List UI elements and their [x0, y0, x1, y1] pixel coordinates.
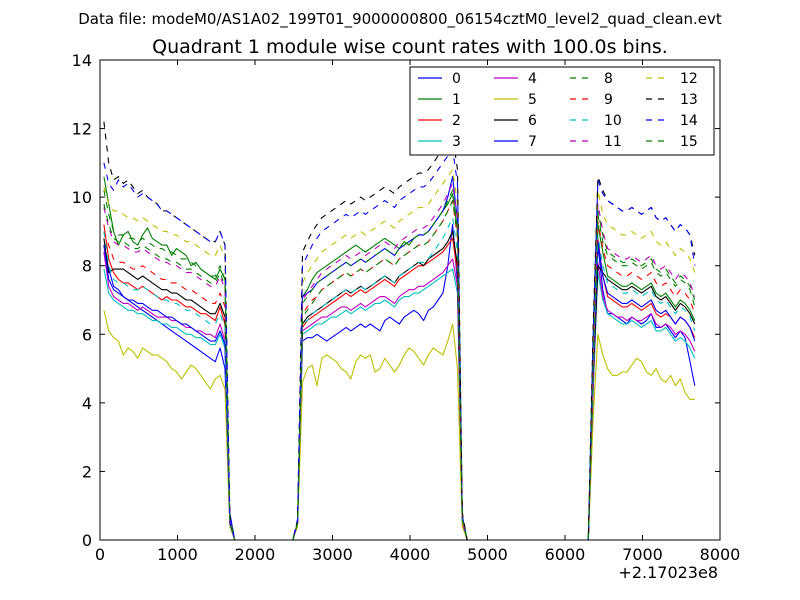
legend-label-0: 0: [452, 71, 461, 87]
legend-label-15: 15: [680, 134, 698, 150]
legend-label-9: 9: [604, 92, 613, 108]
series-line-13: [103, 121, 696, 541]
x-axis: 0 1000 2000 3000 4000 5000 6000 7000 8000: [95, 60, 740, 564]
x-tick-label: 7000: [622, 545, 663, 564]
legend-label-2: 2: [452, 113, 461, 129]
legend-label-7: 7: [528, 134, 537, 150]
chart-title: Quadrant 1 module wise count rates with …: [152, 36, 668, 58]
x-axis-offset-label: +2.17023e8: [618, 563, 718, 582]
x-tick-label: 5000: [467, 545, 508, 564]
series-line-10: [103, 217, 696, 541]
x-tick-label: 0: [95, 545, 105, 564]
legend-label-10: 10: [604, 113, 622, 129]
x-tick-label: 3000: [312, 545, 353, 564]
y-tick-label: 2: [82, 462, 92, 481]
figure-suptitle: Data file: modeM0/AS1A02_199T01_90000008…: [78, 10, 722, 29]
y-tick-label: 0: [82, 531, 92, 550]
y-tick-label: 4: [82, 394, 92, 413]
y-tick-label: 12: [72, 120, 92, 139]
y-tick-label: 6: [82, 325, 92, 344]
legend-label-14: 14: [680, 113, 698, 129]
x-tick-label: 2000: [235, 545, 276, 564]
legend-label-5: 5: [528, 92, 537, 108]
y-tick-label: 8: [82, 257, 92, 276]
legend-label-11: 11: [604, 134, 622, 150]
x-tick-label: 8000: [700, 545, 741, 564]
legend-label-4: 4: [528, 71, 537, 87]
legend-label-6: 6: [528, 113, 537, 129]
y-tick-label: 14: [72, 51, 92, 70]
x-tick-label: 6000: [545, 545, 586, 564]
legend-frame: [409, 66, 715, 156]
y-tick-label: 10: [72, 188, 92, 207]
x-tick-label: 1000: [157, 545, 198, 564]
series-layer: [103, 121, 696, 541]
legend-label-13: 13: [680, 92, 698, 108]
legend-label-1: 1: [452, 92, 461, 108]
legend-label-12: 12: [680, 71, 698, 87]
x-tick-label: 4000: [390, 545, 431, 564]
legend-label-3: 3: [452, 134, 461, 150]
series-line-5: [103, 310, 695, 541]
legend-label-8: 8: [604, 71, 613, 87]
